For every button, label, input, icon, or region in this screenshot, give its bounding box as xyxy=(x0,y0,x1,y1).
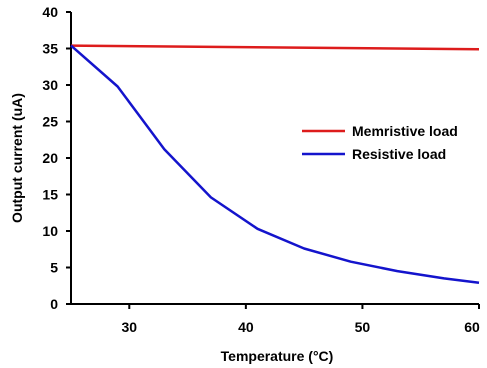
y-tick-label: 15 xyxy=(42,187,58,203)
y-tick-label: 25 xyxy=(42,114,58,130)
y-axis-title: Output current (uA) xyxy=(9,93,25,223)
x-tick-label: 50 xyxy=(355,319,371,335)
x-tick-label: 60 xyxy=(464,319,480,335)
y-tick-group: 0 5 10 15 20 25 30 35 40 xyxy=(42,4,71,312)
series-layer xyxy=(70,44,480,285)
x-tick-label: 30 xyxy=(121,319,137,335)
legend-label: Memristive load xyxy=(352,123,458,139)
y-tick-label: 0 xyxy=(50,296,58,312)
legend-label: Resistive load xyxy=(352,146,446,162)
y-tick-label: 20 xyxy=(42,150,58,166)
y-tick-label: 30 xyxy=(42,77,58,93)
x-tick-label: 40 xyxy=(238,319,254,335)
y-tick-label: 5 xyxy=(50,260,58,276)
legend: Memristive load Resistive load xyxy=(302,123,458,162)
x-tick-group: 30 40 50 60 xyxy=(121,304,480,335)
y-tick-label: 10 xyxy=(42,223,58,239)
series-line-memristive-load xyxy=(70,44,480,51)
x-axis-title: Temperature (°C) xyxy=(221,348,334,364)
series-line-resistive-load xyxy=(70,44,480,285)
y-tick-label: 40 xyxy=(42,4,58,20)
y-tick-label: 35 xyxy=(42,41,58,57)
